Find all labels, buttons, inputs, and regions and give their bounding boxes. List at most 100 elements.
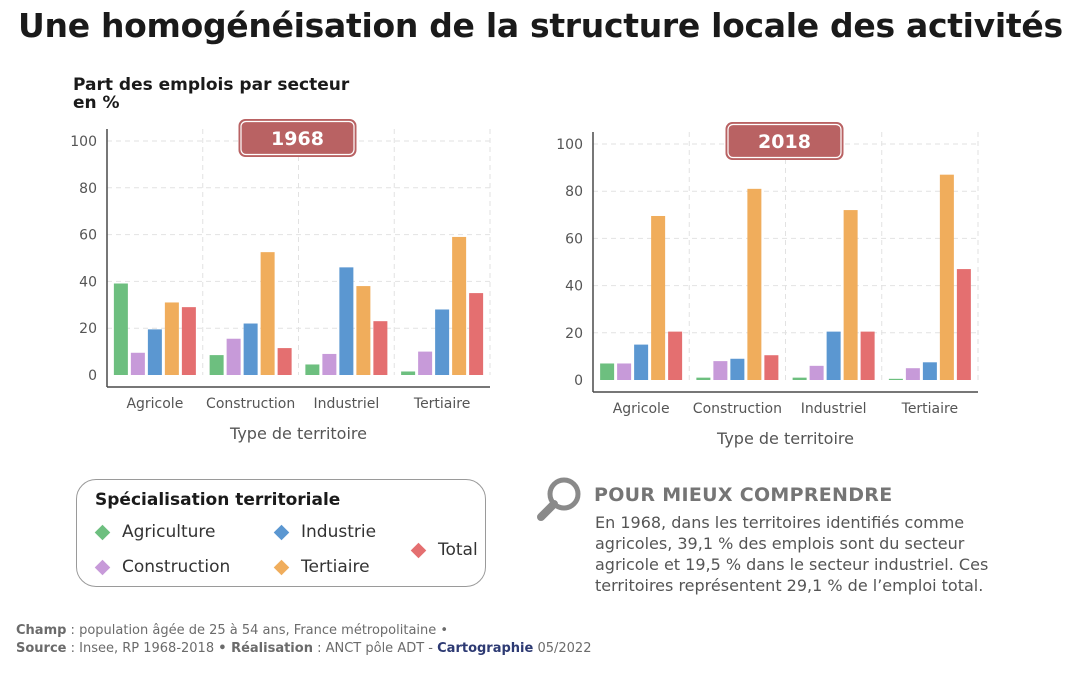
bar-agriculture-industriel (792, 377, 807, 380)
bar-tertiaire-tertiaire (939, 174, 954, 380)
bar-construction-industriel (322, 353, 337, 375)
bar-industrie-industriel (826, 331, 841, 380)
footer-champ-text: : population âgée de 25 à 54 ans, France… (66, 623, 449, 638)
bar-chart-1968: 0 20 40 60 80 100 Agricole Construction Industri… (70, 119, 491, 443)
bar-total-construction (764, 355, 779, 380)
legend-item-tertiaire: Tertiaire (272, 557, 370, 577)
bar-agriculture-industriel (305, 364, 320, 375)
x-axis-title: Type de territoire (716, 429, 854, 448)
legend-swatch-industrie (273, 524, 290, 540)
x-tick-label: Agricole (613, 401, 670, 417)
bar-total-construction (277, 348, 292, 375)
x-tick-label: Tertiaire (413, 396, 470, 412)
y-tick-label: 40 (565, 279, 583, 295)
page-title: Une homogénéisation de la structure loca… (18, 6, 1063, 45)
bar-total-agricole (181, 307, 196, 375)
year-badge (238, 119, 357, 157)
bar-agriculture-tertiaire (401, 371, 416, 375)
info-text: En 1968, dans les territoires identifiés… (595, 513, 989, 595)
footer-realisation-label: • Réalisation (218, 641, 313, 656)
y-tick-label: 100 (70, 134, 97, 150)
bar-construction-tertiaire (905, 368, 920, 380)
x-tick-label: Construction (693, 401, 782, 417)
year-badge-label: 1968 (271, 128, 324, 150)
year-badge (725, 122, 844, 160)
x-axis-title: Type de territoire (229, 424, 367, 443)
footer-carto-date: 05/2022 (533, 641, 592, 656)
legend-label-agriculture: Agriculture (122, 522, 216, 542)
bar-construction-agricole (617, 363, 632, 380)
bar-industrie-construction (243, 323, 258, 375)
legend-item-industrie: Industrie (272, 522, 376, 542)
bar-tertiaire-construction (747, 188, 762, 380)
magnifier-icon (537, 477, 581, 521)
legend-label-construction: Construction (122, 557, 231, 577)
year-badge-label: 2018 (758, 131, 811, 153)
legend-item-construction: Construction (93, 557, 230, 577)
footer-source-text: : Insee, RP 1968-2018 (66, 641, 219, 656)
footer-carto-label: Cartographie (437, 641, 534, 656)
legend-label-total: Total (438, 540, 478, 560)
y-tick-label: 60 (565, 231, 583, 247)
y-tick-label: 40 (79, 274, 97, 290)
y-tick-label: 100 (556, 137, 583, 153)
legend-item-total: Total (409, 540, 478, 560)
x-tick-label: Industriel (801, 401, 867, 417)
year-badge-border (240, 120, 355, 156)
y-tick-label: 20 (565, 326, 583, 342)
bar-agriculture-agricole (113, 283, 128, 375)
bar-total-industriel (373, 321, 388, 375)
legend-item-agriculture: Agriculture (93, 522, 216, 542)
y-tick-label: 60 (79, 228, 97, 244)
legend: Spécialisation territoriale Agriculture … (76, 479, 486, 587)
legend-swatch-agriculture (94, 524, 111, 540)
bar-tertiaire-tertiaire (452, 236, 467, 375)
legend-label-tertiaire: Tertiaire (301, 557, 370, 577)
y-tick-label: 0 (88, 368, 97, 384)
bar-industrie-tertiaire (922, 362, 937, 380)
bar-construction-industriel (809, 365, 824, 380)
y-tick-label: 20 (79, 321, 97, 337)
footer-source-line: Source : Insee, RP 1968-2018 • Réalisati… (16, 640, 591, 658)
y-tick-label: 0 (574, 373, 583, 389)
bar-construction-construction (713, 361, 728, 380)
bar-construction-construction (226, 338, 241, 375)
bar-construction-tertiaire (418, 351, 433, 375)
x-tick-label: Industriel (314, 396, 380, 412)
y-axis-label-line2: en % (73, 93, 120, 113)
legend-label-industrie: Industrie (301, 522, 377, 542)
footer-champ-label: Champ (16, 623, 67, 638)
y-axis-label: Part des emplois par secteur en % (73, 76, 349, 112)
bar-agriculture-tertiaire (888, 378, 903, 380)
bar-agriculture-construction (209, 355, 224, 375)
year-badge-border (727, 123, 842, 159)
bar-tertiaire-industriel (843, 210, 858, 380)
bar-total-tertiaire (956, 269, 971, 380)
x-tick-label: Construction (206, 396, 295, 412)
legend-swatch-total (410, 542, 427, 558)
bar-industrie-construction (730, 358, 745, 380)
footer-champ-line: Champ : population âgée de 25 à 54 ans, … (16, 622, 591, 640)
bar-agriculture-construction (696, 377, 711, 380)
bar-tertiaire-industriel (356, 286, 371, 375)
y-tick-label: 80 (79, 181, 97, 197)
legend-swatch-tertiaire (273, 559, 290, 575)
legend-title: Spécialisation territoriale (95, 490, 341, 510)
bar-total-agricole (668, 331, 683, 380)
bar-industrie-agricole (147, 329, 162, 375)
bar-tertiaire-agricole (651, 215, 666, 380)
bar-construction-agricole (130, 352, 145, 375)
footer-source-label: Source (16, 641, 67, 656)
bar-industrie-tertiaire (435, 309, 450, 375)
bar-total-tertiaire (469, 293, 484, 375)
legend-swatch-construction (94, 559, 111, 575)
y-tick-label: 80 (565, 184, 583, 200)
bar-agriculture-agricole (600, 363, 615, 380)
bar-tertiaire-construction (260, 252, 275, 375)
bar-tertiaire-agricole (164, 302, 179, 375)
footer-realisation-text: : ANCT pôle ADT - (312, 641, 438, 656)
x-tick-label: Tertiaire (901, 401, 958, 417)
x-tick-label: Agricole (126, 396, 183, 412)
bar-total-industriel (860, 331, 875, 380)
info-heading: POUR MIEUX COMPRENDRE (594, 484, 893, 506)
